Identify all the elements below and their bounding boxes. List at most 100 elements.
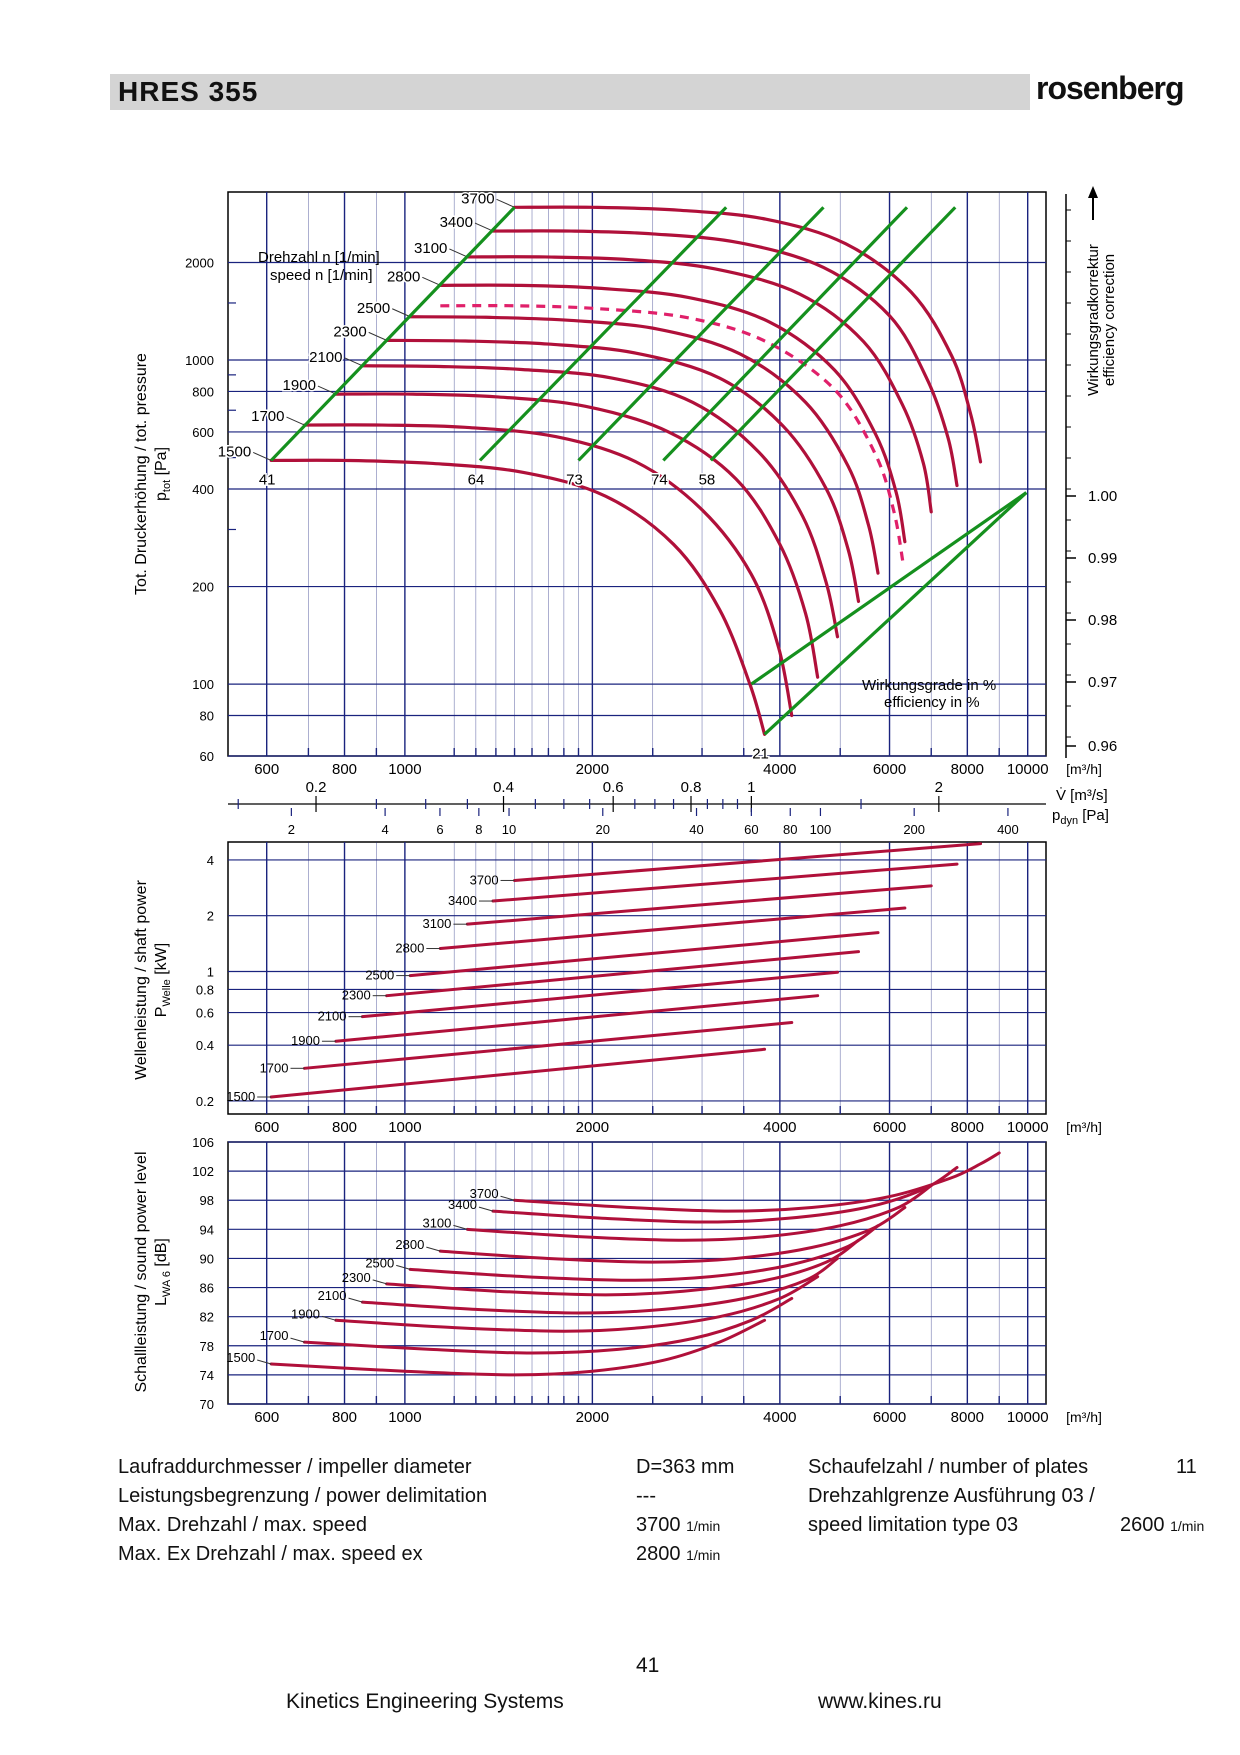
dyn-pressure-tick-label: 10: [502, 822, 516, 837]
spec-power-value: ---: [636, 1485, 656, 1507]
shaft-power-chart: 0.2 0.4 0.6 0.8 1 2 4 600 800 1000 2000 4000 6000 800…: [133, 841, 1102, 1136]
speed-label-1900: 1900: [283, 377, 316, 394]
power-curve-2800: [438, 906, 907, 951]
y-tick-label: 82: [200, 1310, 214, 1325]
flow-ms-axis: 0.2 0.4 0.6 0.8 1 2 V̇ [m³/s]: [228, 779, 1108, 812]
x-tick-label: 4000: [763, 1409, 796, 1426]
x-tick-label: 2000: [576, 1409, 609, 1426]
efficiency-line: [750, 491, 1028, 686]
y-tick-label: 1: [207, 964, 214, 979]
x-tick-label: 600: [254, 1119, 279, 1136]
header-bar: [110, 74, 1030, 110]
sound-leader-2500: [396, 1264, 411, 1270]
efficiency-legend-title-2: efficiency in %: [884, 694, 980, 711]
sound-label-1700: 1700: [260, 1328, 289, 1343]
correction-tick-label: 0.98: [1088, 612, 1117, 629]
speed-leader-1500: [252, 451, 272, 461]
speed-curve-2100: [360, 364, 840, 639]
y-axis-symbol-letter: p: [153, 492, 170, 501]
y-axis-unit: [kW]: [153, 943, 170, 979]
dyn-pressure-unit: pdyn [Pa]: [1052, 807, 1109, 827]
speed-label-2800: 2800: [387, 268, 420, 285]
y-tick-label: 800: [192, 384, 214, 399]
spec-speed-label: Max. Drehzahl / max. speed: [118, 1514, 367, 1536]
sound-curve-3400: [491, 1165, 959, 1224]
x-tick-label: 600: [254, 1409, 279, 1426]
correction-axis-title-2: efficiency correction: [1101, 254, 1118, 386]
dyn-pressure-tick-label: 80: [783, 822, 797, 837]
y-tick-label: 4: [207, 853, 214, 868]
spec-exspeed-label: Max. Ex Drehzahl / max. speed ex: [118, 1543, 423, 1565]
x-tick-label: 6000: [873, 1119, 906, 1136]
sound-leader-2100: [348, 1297, 363, 1303]
flow-ms-tick-label: 0.6: [603, 779, 624, 796]
speed-curve-3400: [491, 229, 959, 488]
y-tick-label: 60: [200, 749, 214, 764]
footer-website[interactable]: www.kines.ru: [818, 1690, 942, 1713]
y-axis-symbol: LWA 6 [dB]: [153, 1238, 173, 1306]
y-tick-label: 100: [192, 677, 214, 692]
sound-leader-3700: [500, 1195, 515, 1201]
speed-label-1500: 1500: [218, 443, 251, 460]
power-label-1900: 1900: [291, 1033, 320, 1048]
x-tick-label: 10000: [1007, 1119, 1049, 1136]
power-curve-1700: [303, 1021, 794, 1070]
power-label-1700: 1700: [260, 1060, 289, 1075]
flow-ms-tick-label: 0.4: [493, 779, 514, 796]
x-axis-unit: [m³/h]: [1066, 1409, 1102, 1425]
spec-speed-value: 3700 1/min: [636, 1514, 721, 1536]
speed-label-2100: 2100: [309, 349, 342, 366]
power-label-2800: 2800: [395, 941, 424, 956]
y-axis-symbol: ptot [Pa]: [153, 447, 173, 501]
speed-curve-1700: [302, 423, 794, 718]
spec-exspeed-value: 2800 1/min: [636, 1543, 721, 1565]
dyn-pressure-tick-label: 2: [288, 822, 295, 837]
plot-frame: [227, 841, 1047, 1115]
speed-leader-1700: [286, 416, 305, 426]
speed-curve-3700: [512, 205, 983, 464]
spec-power-label: Leistungsbegrenzung / power delimitation: [118, 1485, 488, 1507]
power-curve-2300: [385, 950, 861, 998]
spec-plates-value: 11: [1176, 1456, 1197, 1478]
y-tick-label: 74: [200, 1368, 214, 1383]
speed-legend-title: Drehzahl n [1/min]: [258, 249, 380, 266]
x-tick-label: 2000: [576, 761, 609, 778]
speed-leader-1900: [317, 385, 337, 395]
dyn-pressure-symbol: p: [1052, 807, 1060, 824]
limit-unit: 1/min: [1170, 1518, 1205, 1534]
x-tick-label: 4000: [763, 761, 796, 778]
power-label-2100: 2100: [318, 1009, 347, 1024]
sound-curve-2300: [385, 1238, 861, 1297]
flow-ms-unit: V̇ [m³/s]: [1056, 787, 1108, 804]
x-tick-label: 800: [332, 1409, 357, 1426]
x-axis-unit: [m³/h]: [1066, 1119, 1102, 1135]
dyn-pressure-tick-label: 20: [596, 822, 610, 837]
x-axis-unit: [m³/h]: [1066, 761, 1102, 777]
y-tick-label: 0.8: [196, 982, 214, 997]
sound-curve-1900: [334, 1275, 820, 1333]
power-label-2500: 2500: [365, 968, 394, 983]
dyn-pressure-tick-label: 40: [689, 822, 703, 837]
correction-axis-title: Wirkungsgradkorrektur: [1085, 244, 1102, 396]
speed-curve-2800: [438, 283, 907, 544]
x-tick-label: 800: [332, 1119, 357, 1136]
sound-label-2500: 2500: [365, 1255, 394, 1270]
speed-label-2500: 2500: [357, 300, 390, 317]
sound-leader-3400: [478, 1206, 494, 1212]
dyn-pressure-tick-label: 60: [744, 822, 758, 837]
dyn-pressure-tick-label: 4: [381, 822, 388, 837]
power-label-3700: 3700: [470, 872, 499, 887]
spec-impeller-label: Laufraddurchmesser / impeller diameter: [118, 1456, 472, 1478]
flow-ms-tick-label: 2: [935, 779, 943, 796]
x-tick-label: 10000: [1007, 761, 1049, 778]
correction-tick-label: 1.00: [1088, 488, 1117, 505]
dyn-pressure-unit-text: [Pa]: [1078, 807, 1109, 824]
y-tick-label: 102: [192, 1164, 214, 1179]
correction-tick-label: 0.97: [1088, 674, 1117, 691]
speed-curve-1900: [334, 392, 820, 679]
x-tick-label: 800: [332, 761, 357, 778]
speed-curve-3100: [465, 255, 933, 514]
y-tick-label: 94: [200, 1222, 214, 1237]
sound-label-2800: 2800: [395, 1237, 424, 1252]
y-tick-label: 2: [207, 909, 214, 924]
